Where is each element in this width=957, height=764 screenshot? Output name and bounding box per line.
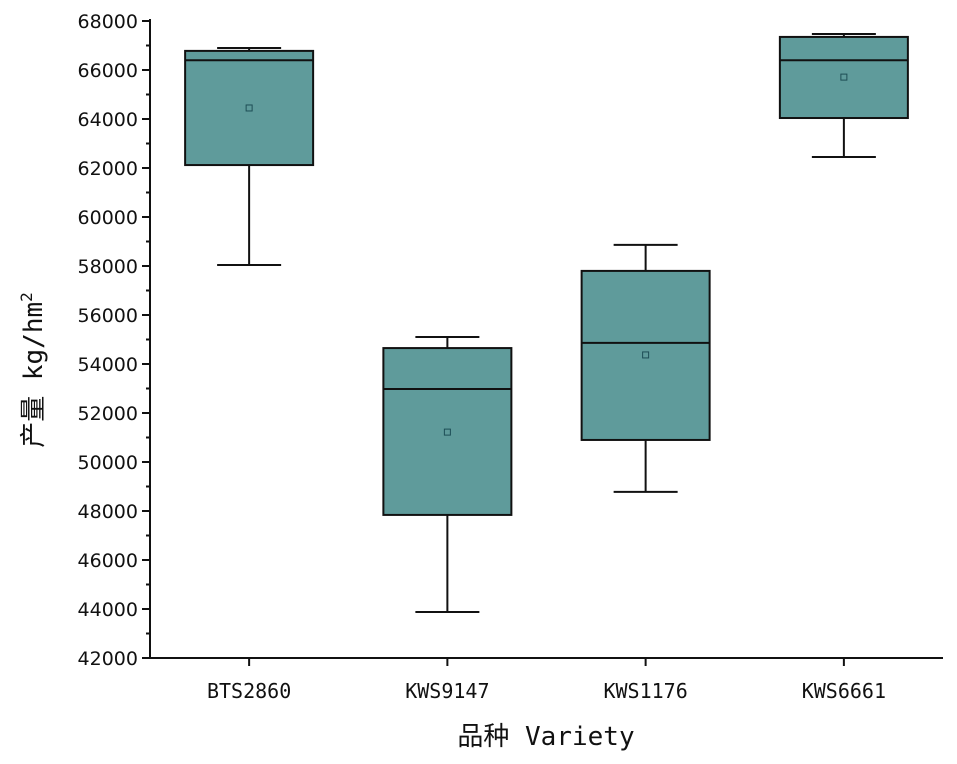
y-tick-label: 50000 [78,452,138,474]
x-axis-title: 品种 Variety [457,722,634,752]
box-BTS2860 [184,49,315,167]
y-tick-label: 62000 [78,158,138,180]
x-tick-label: KWS6661 [802,679,886,703]
box-KWS6661 [778,35,909,120]
x-tick-label: KWS1176 [603,679,687,703]
y-axis-title-superscript: 2 [17,292,36,302]
y-tick-label: 42000 [78,648,138,670]
mean-marker [443,428,451,436]
y-tick-label: 68000 [78,11,138,33]
y-tick-label: 52000 [78,403,138,425]
y-tick-label: 66000 [78,60,138,82]
y-tick-label: 46000 [78,550,138,572]
y-tick-label: 48000 [78,501,138,523]
y-tick-label: 44000 [78,599,138,621]
box-KWS9147 [382,347,513,516]
mean-marker [642,351,650,359]
y-axis-title-text: 产量 kg/hm [19,302,49,448]
x-tick-label: KWS9147 [405,679,489,703]
box-KWS1176 [580,269,711,441]
mean-marker [840,73,848,81]
boxes [184,32,909,613]
y-tick-label: 60000 [78,207,138,229]
y-axis-title: 产量 kg/hm2 [17,292,49,448]
y-tick-label: 56000 [78,305,138,327]
x-tick-label: BTS2860 [207,679,291,703]
labels: 42000 44000 46000 48000 50000 52000 54000 56000… [78,11,886,703]
y-tick-label: 58000 [78,256,138,278]
y-tick-label: 54000 [78,354,138,376]
mean-marker [245,104,253,112]
y-tick-label: 64000 [78,109,138,131]
axes [142,19,943,666]
